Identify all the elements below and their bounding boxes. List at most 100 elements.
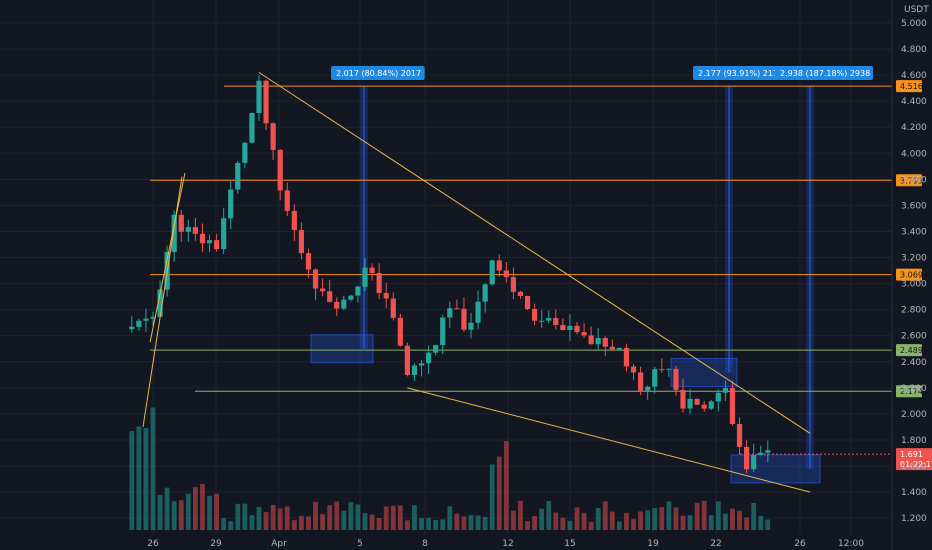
candle-body — [595, 337, 601, 345]
volume-bar — [659, 507, 665, 530]
volume-bar — [228, 521, 234, 530]
volume-bar — [178, 500, 184, 530]
candle-body — [482, 284, 488, 302]
candle-body — [645, 386, 651, 391]
y-tick-label: 4.800 — [901, 45, 927, 55]
volume-bar — [171, 501, 177, 530]
upper-wedge-line — [258, 72, 811, 434]
volume-bar — [164, 487, 170, 530]
candle-body — [510, 277, 516, 292]
volume-bar — [454, 513, 460, 530]
candle-body — [630, 366, 637, 373]
volume-bar — [765, 519, 771, 530]
y-tick-label: 1.600 — [901, 462, 927, 472]
candle-body — [722, 388, 728, 393]
candle-body — [334, 301, 340, 309]
volume-bar — [496, 456, 502, 530]
candle-body — [440, 317, 446, 346]
candle-body — [517, 291, 524, 296]
volume-bar — [327, 505, 333, 530]
candle-body — [701, 404, 707, 409]
x-tick-label: 5 — [357, 539, 363, 549]
candle-body — [214, 240, 220, 250]
volume-bar — [744, 517, 749, 530]
candle-body — [178, 214, 184, 232]
volume-bar — [284, 506, 290, 530]
volume-bar — [708, 515, 714, 530]
candle-body — [206, 240, 213, 244]
candle-body — [348, 295, 354, 300]
volume-bar — [200, 484, 205, 530]
volume-bar — [235, 503, 241, 530]
lower-wedge-line — [407, 387, 811, 493]
volume-bar — [207, 495, 212, 530]
volume-bar — [193, 487, 198, 530]
volume-bar — [390, 505, 396, 530]
volume-bar — [334, 501, 340, 530]
volume-bar — [588, 521, 594, 530]
x-tick-label: 12:00 — [838, 539, 864, 549]
candle-body — [524, 295, 531, 309]
candle-body — [609, 346, 615, 350]
measure-label-box — [331, 66, 425, 80]
volume-bar — [666, 501, 672, 530]
candle-body — [687, 398, 693, 409]
volume-bars — [129, 407, 771, 530]
candle-body — [708, 401, 714, 409]
y-tick-label: 3.600 — [901, 201, 927, 211]
volume-bar — [602, 501, 608, 530]
volume-bar — [242, 503, 248, 530]
level-price-tag — [896, 174, 922, 187]
candle-body — [256, 80, 262, 113]
volume-bar — [546, 500, 552, 530]
volume-bar — [581, 512, 587, 530]
level-price-label: 4.516 — [900, 82, 923, 91]
measurement-zones — [310, 86, 821, 484]
time-axis[interactable]: 26 29 Apr 5 8 12 15 19 22 26 12:00 — [147, 539, 864, 549]
candle-body — [284, 190, 290, 211]
candle-body — [171, 214, 177, 252]
volume-bar — [503, 440, 509, 530]
volume-bar — [680, 515, 686, 530]
level-price-tag — [896, 80, 922, 93]
volume-bar — [341, 510, 347, 530]
rally-line — [149, 172, 186, 343]
candle-body — [150, 316, 156, 319]
candle-body — [729, 388, 736, 425]
volume-bar — [461, 516, 467, 530]
x-tick-label: Apr — [271, 539, 287, 549]
volume-bar — [482, 517, 488, 530]
candle-body — [228, 189, 234, 219]
candle-body — [468, 322, 474, 330]
candle-body — [461, 308, 467, 330]
volume-bar — [652, 508, 658, 530]
x-tick-label: 19 — [647, 539, 659, 549]
price-axis[interactable]: 5.000 4.800 4.600 4.400 4.200 4.000 3.800 3.600… — [891, 0, 927, 550]
x-tick-label: 26 — [794, 539, 806, 549]
volume-bar — [447, 506, 453, 530]
candle-body — [242, 142, 248, 163]
volume-bar — [277, 508, 283, 530]
volume-bar — [532, 516, 537, 530]
volume-bar — [397, 505, 403, 530]
y-tick-label: 3.800 — [901, 175, 927, 185]
candle-body — [574, 325, 580, 333]
volume-bar — [553, 512, 559, 530]
volume-bar — [299, 515, 304, 530]
level-price-label: 2.174 — [900, 387, 923, 396]
measurement-labels: 2.017 (80.84%) 2017 2.177 (93.91%) 21772.… — [331, 66, 873, 80]
volume-bar — [383, 506, 389, 530]
candle-body — [503, 270, 509, 278]
y-tick-label: 4.000 — [901, 149, 927, 159]
volume-bar — [129, 430, 135, 530]
candle-body — [623, 347, 630, 367]
candle-body — [129, 326, 135, 330]
candle-body — [320, 288, 326, 292]
level-price-tag — [896, 268, 922, 281]
volume-bar — [609, 511, 615, 530]
volume-bar — [468, 515, 474, 530]
candle-body — [744, 446, 750, 470]
measure-label-box — [775, 66, 873, 80]
